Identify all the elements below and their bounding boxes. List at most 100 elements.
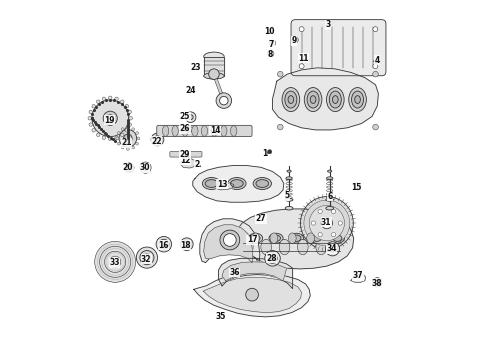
Circle shape: [128, 123, 131, 126]
Ellipse shape: [310, 233, 324, 243]
Text: 6: 6: [327, 192, 332, 201]
Circle shape: [144, 254, 150, 261]
Circle shape: [151, 133, 164, 146]
Circle shape: [331, 209, 336, 213]
Circle shape: [136, 132, 139, 135]
Text: 15: 15: [351, 183, 361, 192]
Circle shape: [140, 162, 151, 173]
Circle shape: [97, 100, 100, 103]
Circle shape: [132, 146, 135, 149]
Circle shape: [129, 117, 132, 120]
Circle shape: [103, 111, 117, 125]
Ellipse shape: [285, 198, 293, 201]
Circle shape: [127, 165, 132, 170]
Text: 30: 30: [139, 163, 150, 172]
Circle shape: [92, 100, 128, 136]
Ellipse shape: [230, 126, 237, 136]
Circle shape: [102, 136, 106, 139]
Ellipse shape: [271, 235, 280, 242]
FancyBboxPatch shape: [170, 152, 202, 157]
Text: 35: 35: [215, 312, 225, 321]
Ellipse shape: [248, 233, 263, 243]
Text: 36: 36: [229, 268, 240, 277]
Circle shape: [188, 115, 193, 120]
Text: 25: 25: [180, 112, 190, 121]
Circle shape: [373, 64, 378, 69]
Circle shape: [269, 52, 272, 55]
Circle shape: [270, 256, 274, 260]
Circle shape: [121, 128, 124, 131]
Circle shape: [331, 233, 336, 237]
Ellipse shape: [230, 180, 243, 188]
Circle shape: [128, 110, 131, 114]
Circle shape: [303, 56, 306, 59]
Text: 21: 21: [122, 139, 132, 148]
Circle shape: [373, 278, 382, 287]
Circle shape: [309, 206, 344, 241]
Circle shape: [102, 97, 106, 100]
Circle shape: [185, 112, 196, 122]
Ellipse shape: [182, 126, 188, 136]
Ellipse shape: [333, 96, 338, 103]
Ellipse shape: [220, 126, 227, 136]
Polygon shape: [204, 57, 224, 76]
Ellipse shape: [211, 126, 218, 136]
Text: 38: 38: [372, 279, 383, 288]
Circle shape: [110, 256, 121, 267]
Circle shape: [126, 148, 129, 150]
Ellipse shape: [326, 207, 334, 210]
Circle shape: [121, 146, 124, 149]
Circle shape: [265, 251, 280, 266]
Ellipse shape: [202, 177, 220, 189]
Text: 1: 1: [262, 149, 267, 158]
Ellipse shape: [349, 87, 367, 112]
Ellipse shape: [326, 177, 333, 180]
Text: 32: 32: [141, 255, 151, 264]
Ellipse shape: [304, 87, 322, 112]
Circle shape: [269, 30, 271, 32]
Circle shape: [154, 136, 161, 143]
Ellipse shape: [192, 126, 198, 136]
Text: 9: 9: [292, 36, 297, 45]
Text: 17: 17: [247, 235, 257, 244]
Ellipse shape: [307, 91, 319, 108]
Text: 24: 24: [185, 86, 196, 95]
Circle shape: [373, 27, 378, 32]
Text: 7: 7: [269, 40, 274, 49]
Circle shape: [301, 55, 307, 60]
Text: 11: 11: [298, 54, 309, 63]
Ellipse shape: [279, 239, 290, 255]
Circle shape: [325, 242, 340, 256]
Circle shape: [117, 132, 120, 135]
Ellipse shape: [326, 198, 334, 201]
Circle shape: [277, 124, 283, 130]
Text: 2: 2: [195, 159, 200, 168]
Circle shape: [123, 134, 132, 143]
Circle shape: [99, 246, 131, 277]
Ellipse shape: [307, 233, 315, 243]
Circle shape: [143, 165, 148, 171]
Circle shape: [97, 133, 100, 136]
Polygon shape: [351, 275, 366, 282]
Polygon shape: [193, 166, 284, 202]
Ellipse shape: [297, 239, 308, 255]
Ellipse shape: [261, 239, 271, 255]
Text: 26: 26: [180, 124, 190, 133]
Circle shape: [268, 28, 273, 33]
Circle shape: [92, 104, 96, 108]
Circle shape: [329, 245, 336, 252]
Ellipse shape: [228, 177, 246, 189]
Polygon shape: [200, 219, 260, 265]
Circle shape: [331, 247, 334, 250]
Ellipse shape: [285, 207, 293, 210]
Circle shape: [95, 242, 136, 282]
Circle shape: [183, 241, 190, 248]
Circle shape: [299, 27, 304, 32]
Text: 23: 23: [190, 63, 201, 72]
Ellipse shape: [290, 233, 304, 243]
Ellipse shape: [316, 239, 326, 255]
Text: 13: 13: [217, 180, 227, 189]
Ellipse shape: [253, 177, 271, 189]
Circle shape: [311, 221, 316, 225]
Ellipse shape: [292, 235, 301, 242]
